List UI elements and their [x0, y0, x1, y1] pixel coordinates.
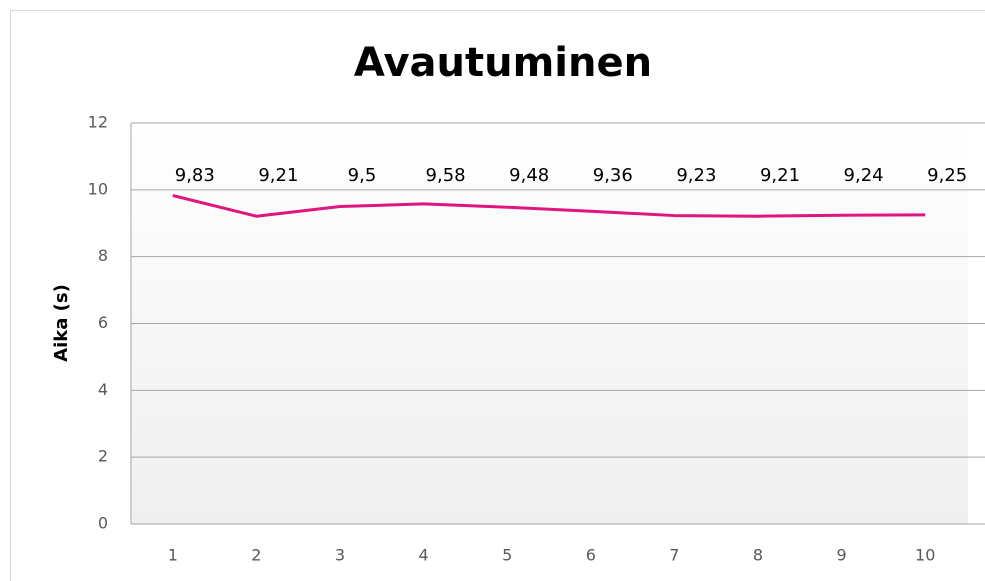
- data-label: 9,83: [175, 165, 215, 186]
- data-label: 9,23: [676, 165, 716, 186]
- data-label: 9,36: [593, 165, 633, 186]
- x-tick-label: 3: [335, 546, 345, 565]
- line-series: [172, 194, 926, 218]
- y-tick-label: 10: [88, 179, 108, 198]
- y-tick-label: 0: [98, 514, 108, 533]
- data-label: 9,5: [348, 165, 377, 186]
- x-tick-label: 2: [251, 546, 261, 565]
- data-label: 9,48: [509, 165, 549, 186]
- data-label: 9,21: [760, 165, 800, 186]
- data-label: 9,25: [927, 165, 967, 186]
- y-tick-label: 12: [88, 113, 108, 132]
- data-label: 9,21: [258, 165, 298, 186]
- y-tick-label: 4: [98, 380, 108, 399]
- x-tick-label: 7: [669, 546, 679, 565]
- x-tick-label: 4: [419, 546, 429, 565]
- y-tick-label: 6: [98, 313, 108, 332]
- y-tick-label: 2: [98, 447, 108, 466]
- x-tick-label: 9: [837, 546, 847, 565]
- y-axis-label: Aika (s): [51, 284, 72, 362]
- x-tick-label: 1: [168, 546, 178, 565]
- x-tick-label: 8: [753, 546, 763, 565]
- x-tick-label: 5: [502, 546, 512, 565]
- x-tick-label: 10: [915, 546, 935, 565]
- x-tick-label: 6: [586, 546, 596, 565]
- data-label: 9,58: [426, 165, 466, 186]
- y-tick-label: 8: [98, 246, 108, 265]
- chart-title: Avautuminen: [354, 40, 652, 86]
- data-label: 9,24: [844, 165, 884, 186]
